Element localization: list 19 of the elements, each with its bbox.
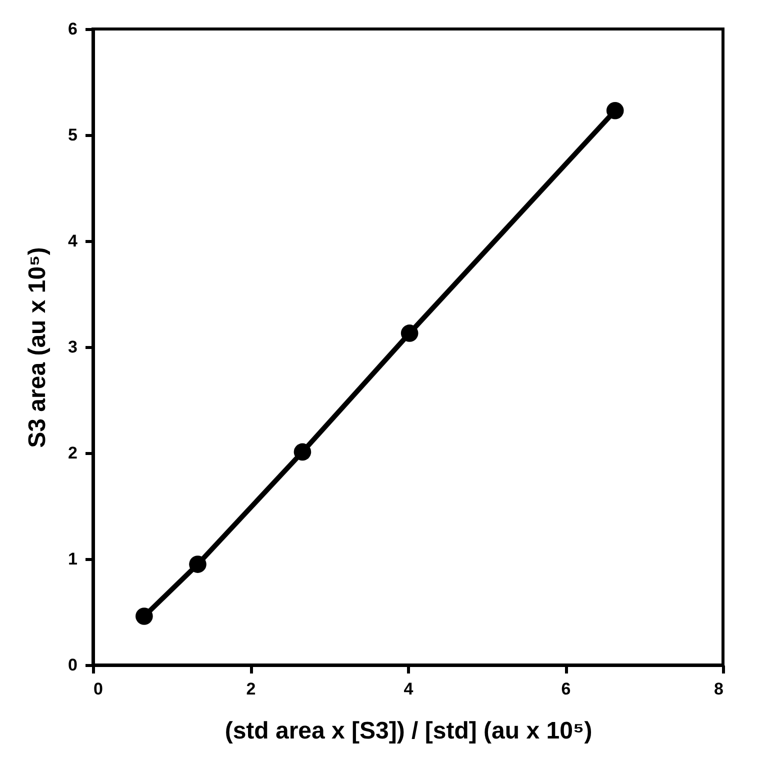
x-tick-label: 8 <box>714 680 724 698</box>
y-tick-label: 1 <box>68 550 78 568</box>
x-tick-label: 6 <box>561 680 571 698</box>
point <box>189 556 206 573</box>
x-tick-label: 4 <box>404 680 414 698</box>
y-axis-title: S3 area (au x 10⁵) <box>24 247 52 448</box>
y-tick-label: 3 <box>68 338 78 356</box>
y-tick-label: 4 <box>68 232 78 250</box>
point <box>294 443 312 461</box>
x-tick-label: 2 <box>246 680 256 698</box>
y-tick-label: 2 <box>68 444 78 462</box>
x-tick-label: 0 <box>94 680 103 698</box>
point <box>606 102 624 120</box>
y-tick-label: 5 <box>68 126 78 144</box>
x-axis-title: (std area x [S3]) / [std] (au x 10⁵) <box>224 718 592 744</box>
point <box>400 324 418 342</box>
y-tick-label: 0 <box>68 656 78 674</box>
y-tick-label: 6 <box>68 20 78 38</box>
point <box>136 608 153 625</box>
